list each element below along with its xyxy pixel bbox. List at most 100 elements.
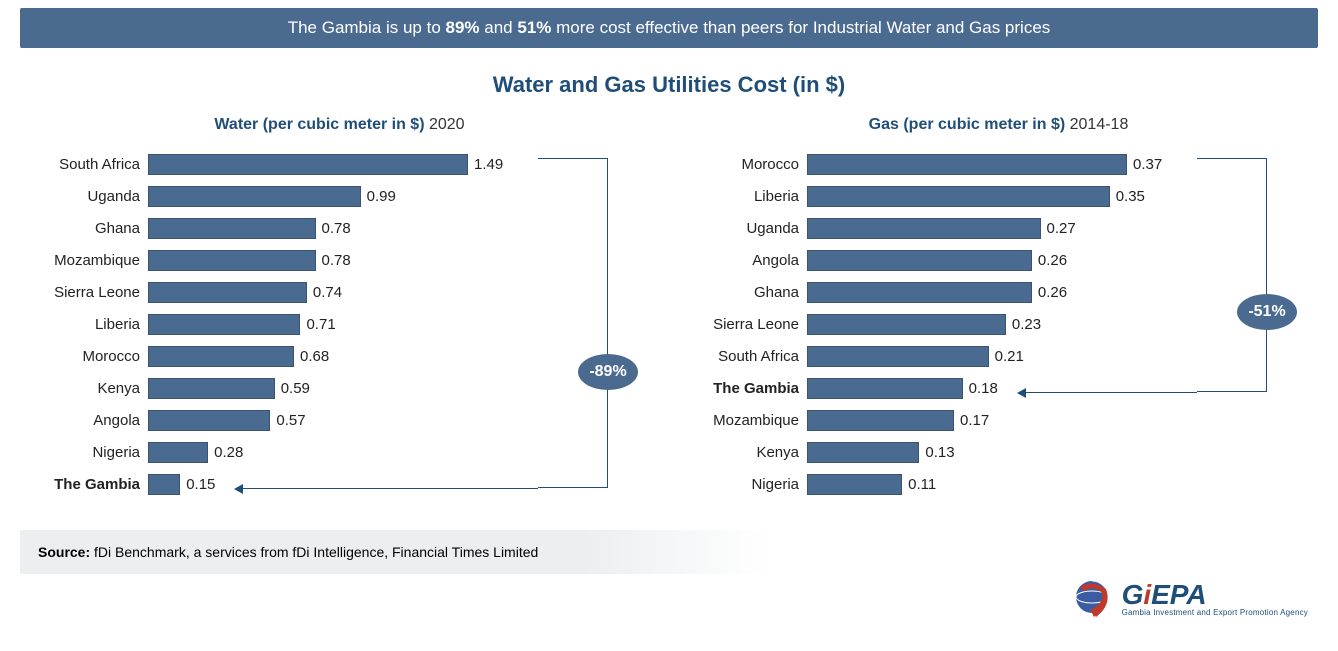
gas-bar: [807, 314, 1006, 335]
water-bar-value: 1.49: [474, 156, 503, 173]
giepa-logo: GiEPA Gambia Investment and Export Promo…: [1072, 577, 1308, 621]
water-bar: [148, 346, 294, 367]
gas-bar-row: Kenya 0.13: [689, 436, 1308, 468]
water-bar: [148, 218, 316, 239]
gas-bar-value: 0.26: [1038, 252, 1067, 269]
gas-bar-value: 0.37: [1133, 156, 1162, 173]
gas-bars-container: Morocco0.37Liberia0.35Uganda0.27Angola0.…: [689, 148, 1308, 500]
gas-arrow-head-icon: [1017, 388, 1026, 398]
logo-brand: GiEPA: [1122, 581, 1308, 609]
gas-bar: [807, 218, 1041, 239]
water-bar-label: Morocco: [30, 348, 140, 365]
water-bar-label: Liberia: [30, 316, 140, 333]
water-bars-container: South Africa1.49Uganda0.99Ghana0.78Mozam…: [30, 148, 649, 500]
water-chart-panel: Water (per cubic meter in $) 2020 South …: [30, 116, 649, 500]
water-bar-value: 0.71: [306, 316, 335, 333]
gas-bracket-bottom: [1019, 392, 1197, 393]
gas-bar: [807, 154, 1127, 175]
source-bar: Source: fDi Benchmark, a services from f…: [20, 530, 955, 574]
water-bar-label: South Africa: [30, 156, 140, 173]
gas-bar-row: Nigeria 0.11: [689, 468, 1308, 500]
main-title: Water and Gas Utilities Cost (in $): [20, 72, 1318, 98]
gas-bar-value: 0.27: [1047, 220, 1076, 237]
gas-bar-value: 0.18: [969, 380, 998, 397]
charts-row: Water (per cubic meter in $) 2020 South …: [20, 116, 1318, 500]
gas-bar-value: 0.13: [925, 444, 954, 461]
gas-bar-label: South Africa: [689, 348, 799, 365]
water-title-label: Water (per cubic meter in $): [214, 116, 424, 133]
gas-chart-title: Gas (per cubic meter in $) 2014-18: [689, 116, 1308, 134]
gas-bar-value: 0.23: [1012, 316, 1041, 333]
water-bar: [148, 378, 275, 399]
gas-bar: [807, 250, 1032, 271]
water-bar: [148, 474, 180, 495]
water-bar-label: Kenya: [30, 380, 140, 397]
water-bar-label: Nigeria: [30, 444, 140, 461]
gas-bar-label: Kenya: [689, 444, 799, 461]
gas-bar-track: 0.17: [807, 410, 1308, 431]
water-bar-value: 0.15: [186, 476, 215, 493]
gas-bar-row: Mozambique 0.17: [689, 404, 1308, 436]
water-chart-title: Water (per cubic meter in $) 2020: [30, 116, 649, 134]
gas-bar: [807, 186, 1110, 207]
water-bar-value: 0.99: [367, 188, 396, 205]
source-text: fDi Benchmark, a services from fDi Intel…: [90, 544, 538, 560]
gas-bar: [807, 474, 902, 495]
water-bar-value: 0.74: [313, 284, 342, 301]
gas-bar-track: 0.13: [807, 442, 1308, 463]
water-bar: [148, 186, 361, 207]
gas-bar-label: Nigeria: [689, 476, 799, 493]
logo-brand-i: i: [1143, 579, 1151, 610]
water-bar: [148, 442, 208, 463]
gas-bar: [807, 346, 989, 367]
water-bar-value: 0.59: [281, 380, 310, 397]
gas-bar-label: Morocco: [689, 156, 799, 173]
header-text-mid: and: [480, 18, 518, 37]
gas-bar-label: Mozambique: [689, 412, 799, 429]
logo-brand-post: EPA: [1151, 579, 1207, 610]
gas-bar-label: The Gambia: [689, 380, 799, 397]
water-percent-badge: -89%: [578, 354, 638, 390]
water-bar-value: 0.78: [322, 252, 351, 269]
gas-bar-value: 0.21: [995, 348, 1024, 365]
gas-chart-panel: Gas (per cubic meter in $) 2014-18 Moroc…: [689, 116, 1308, 500]
gas-bar-value: 0.17: [960, 412, 989, 429]
header-pct-1: 89%: [446, 18, 480, 37]
water-bar: [148, 410, 270, 431]
source-label: Source:: [38, 544, 90, 560]
gas-bar: [807, 282, 1032, 303]
water-bar: [148, 250, 316, 271]
water-bar-value: 0.68: [300, 348, 329, 365]
water-bar: [148, 314, 300, 335]
water-bar-label: Sierra Leone: [30, 284, 140, 301]
water-bracket-bottom: [236, 488, 538, 489]
gas-title-label: Gas (per cubic meter in $): [869, 116, 1066, 133]
water-bar: [148, 154, 468, 175]
header-pct-2: 51%: [517, 18, 551, 37]
gas-title-year: 2014-18: [1070, 116, 1129, 133]
gas-bar-value: 0.11: [908, 476, 936, 493]
water-bar-value: 0.78: [322, 220, 351, 237]
gas-bar-value: 0.26: [1038, 284, 1067, 301]
gas-bar: [807, 442, 919, 463]
gas-bracket: [1197, 158, 1267, 392]
water-bracket: [538, 158, 608, 488]
water-bar-label: Uganda: [30, 188, 140, 205]
gas-bar-label: Angola: [689, 252, 799, 269]
gas-bar-label: Sierra Leone: [689, 316, 799, 333]
water-bar-label: The Gambia: [30, 476, 140, 493]
header-text-suffix: more cost effective than peers for Indus…: [551, 18, 1050, 37]
water-bar-value: 0.28: [214, 444, 243, 461]
water-arrow-head-icon: [234, 484, 243, 494]
water-bar-label: Angola: [30, 412, 140, 429]
gas-bar-label: Liberia: [689, 188, 799, 205]
gas-bar-label: Ghana: [689, 284, 799, 301]
gas-bar: [807, 410, 954, 431]
gas-bar-track: 0.11: [807, 474, 1308, 495]
header-text-prefix: The Gambia is up to: [288, 18, 446, 37]
logo-sub: Gambia Investment and Export Promotion A…: [1122, 609, 1308, 617]
header-banner: The Gambia is up to 89% and 51% more cos…: [20, 8, 1318, 48]
logo-brand-pre: G: [1122, 579, 1144, 610]
gas-percent-badge: -51%: [1237, 294, 1297, 330]
logo-text: GiEPA Gambia Investment and Export Promo…: [1122, 581, 1308, 617]
